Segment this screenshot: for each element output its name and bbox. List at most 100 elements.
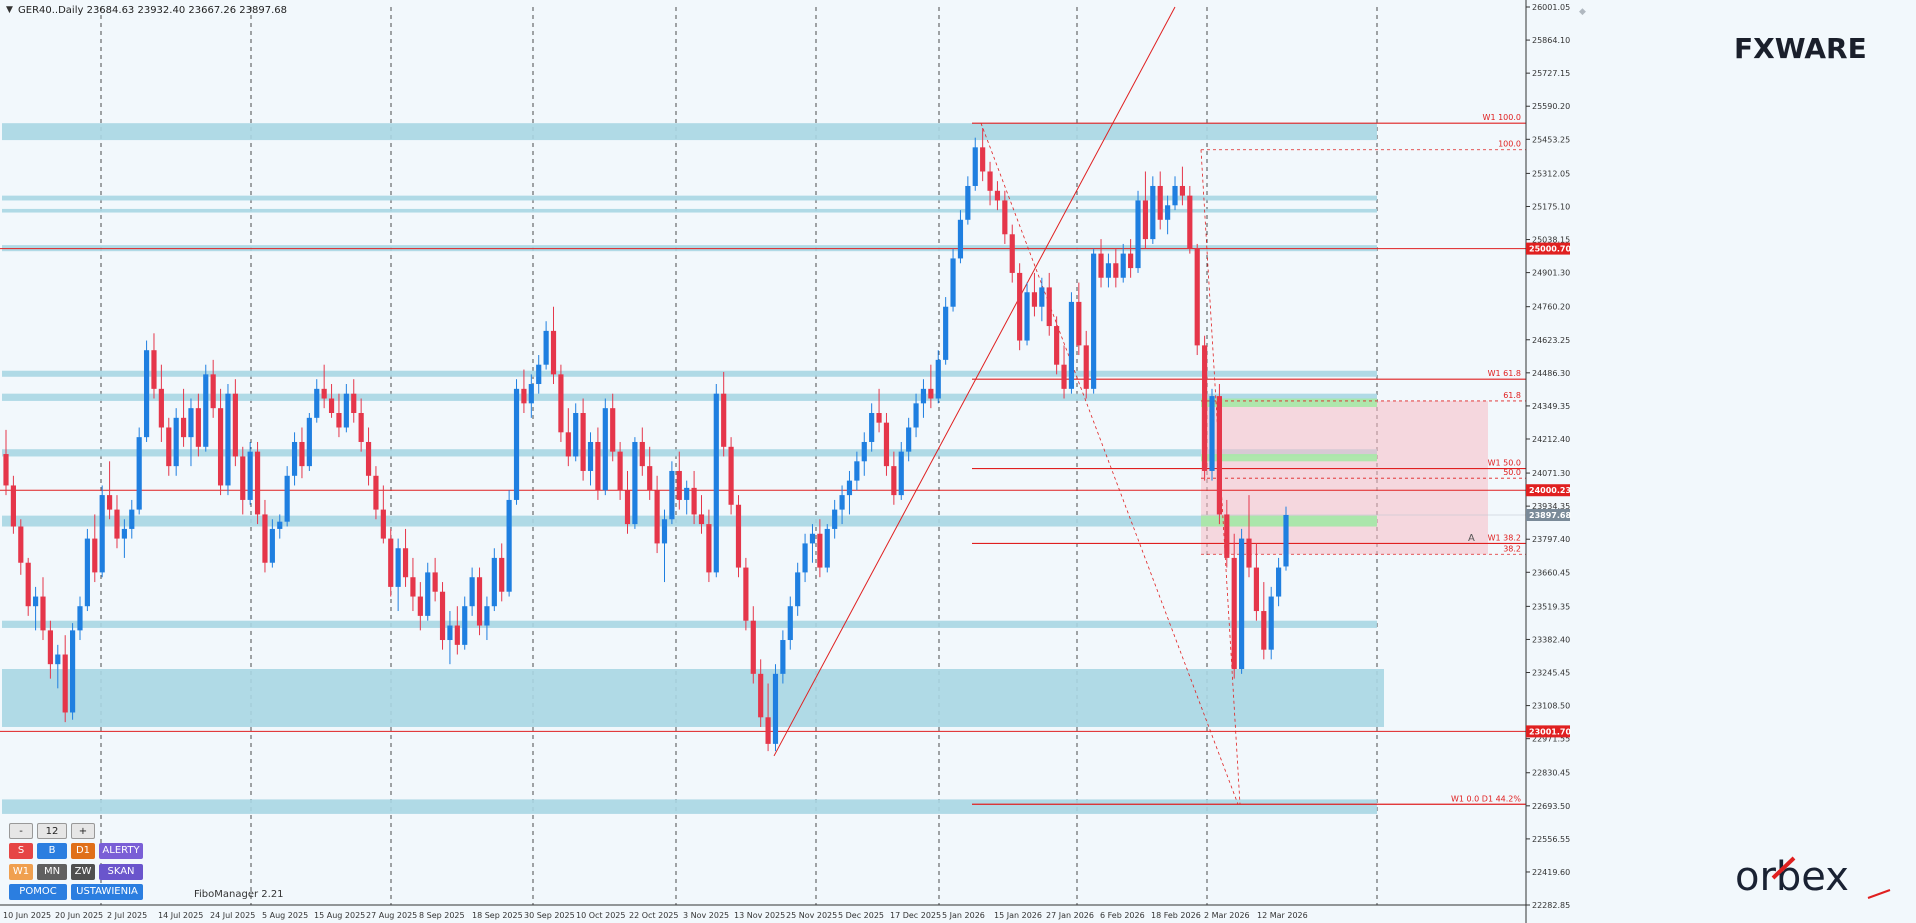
x-tick-label: 5 Aug 2025: [262, 911, 308, 920]
x-tick-label: 15 Jan 2026: [994, 911, 1042, 920]
candle-body: [513, 388, 520, 500]
x-tick-label: 12 Mar 2026: [1257, 911, 1308, 920]
candle-body: [1135, 200, 1141, 269]
sell-button[interactable]: S: [9, 843, 33, 859]
y-tick-label: 24071.30: [1532, 469, 1570, 478]
corner-decoration: [1867, 889, 1891, 899]
candle-body: [639, 441, 645, 467]
candle-body: [721, 393, 727, 447]
candle-body: [210, 374, 216, 409]
y-tick-label: 23519.35: [1532, 602, 1570, 611]
candle-body: [77, 606, 83, 631]
price-tag: [1526, 242, 1570, 255]
y-tick-label: 22556.55: [1532, 835, 1570, 844]
candle-body: [476, 577, 483, 626]
candle-body: [173, 417, 179, 467]
symbol-menu-icon[interactable]: ▼: [6, 5, 13, 15]
candle-body: [136, 437, 142, 510]
y-tick-label: 22282.85: [1532, 901, 1570, 910]
sr-zone: [2, 208, 1377, 213]
mn-button[interactable]: MN: [37, 864, 67, 880]
candle-body: [1150, 185, 1156, 240]
candle-body: [143, 350, 150, 438]
fib-retracement-box: [1201, 400, 1488, 555]
candle-body: [869, 412, 875, 442]
fib-level-label: 50.0: [1503, 468, 1521, 477]
candle-body: [1076, 301, 1082, 346]
candle-body: [1113, 263, 1119, 278]
alerts-button[interactable]: ALERTY: [99, 843, 143, 859]
candle-body: [343, 393, 349, 428]
candle-body: [935, 359, 941, 399]
candle-body: [647, 466, 653, 491]
x-tick-label: 10 Oct 2025: [576, 911, 625, 920]
decrease-button[interactable]: -: [9, 823, 33, 839]
candle-body: [18, 526, 24, 563]
candle-body: [610, 408, 616, 452]
candle-body: [846, 480, 853, 496]
candle-body: [70, 630, 76, 713]
candle-body: [891, 466, 897, 496]
candle-body: [772, 673, 779, 744]
candle-body: [706, 524, 712, 573]
x-tick-label: 8 Sep 2025: [419, 911, 465, 920]
candle-body: [906, 427, 912, 452]
candle-body: [336, 412, 342, 428]
x-tick-label: 22 Oct 2025: [629, 911, 678, 920]
candle-body: [1046, 287, 1052, 327]
candle-body: [1157, 185, 1163, 220]
fib-level-label: W1 100.0: [1483, 113, 1521, 122]
candle-body: [439, 591, 446, 641]
candle-body: [1253, 567, 1259, 612]
candle-body: [565, 432, 571, 457]
candle-body: [898, 451, 904, 496]
y-tick-label: 24212.40: [1532, 435, 1570, 444]
fib-level-label: W1 38.2: [1488, 533, 1521, 542]
sr-zone: [2, 669, 1384, 727]
candle-body: [506, 499, 512, 592]
candle-body: [1202, 345, 1208, 471]
fib-level-label: W1 0.0 D1 44.2%: [1451, 794, 1521, 803]
increase-button[interactable]: +: [71, 823, 95, 839]
candle-body: [1224, 514, 1230, 558]
candle-body: [1283, 514, 1289, 567]
candle-body: [617, 451, 623, 491]
candle-body: [883, 422, 890, 467]
candle-body: [1276, 567, 1282, 597]
w1-button[interactable]: W1: [9, 864, 33, 880]
settings-button[interactable]: USTAWIENIA: [71, 884, 143, 900]
candle-body: [817, 533, 823, 568]
buy-button[interactable]: B: [37, 843, 67, 859]
x-tick-label: 5 Jan 2026: [942, 911, 985, 920]
scan-button[interactable]: SKAN: [99, 864, 143, 880]
candle-body: [232, 393, 238, 457]
zw-button[interactable]: ZW: [71, 864, 95, 880]
candle-body: [462, 606, 468, 645]
help-button[interactable]: POMOC: [9, 884, 67, 900]
candle-body: [1172, 185, 1178, 206]
candle-body: [121, 528, 127, 539]
scroll-marker-icon[interactable]: ◆: [1579, 7, 1586, 17]
y-tick-label: 25175.10: [1532, 202, 1570, 211]
orbex-logo-slash: [1771, 856, 1796, 880]
x-tick-label: 20 Jun 2025: [55, 911, 103, 920]
candle-body: [787, 606, 793, 641]
fib-diagonal: [980, 123, 1239, 805]
candle-body: [373, 475, 379, 510]
d1-button[interactable]: D1: [71, 843, 95, 859]
candle-body: [550, 330, 557, 375]
candle-body: [203, 374, 209, 447]
candle-body: [1246, 538, 1252, 568]
candle-body: [824, 528, 830, 568]
candle-body: [765, 717, 771, 744]
candle-body: [802, 543, 808, 573]
fib-level-label: 61.8: [1503, 391, 1521, 400]
count-field[interactable]: 12: [37, 823, 67, 839]
sr-zone: [2, 370, 1377, 377]
candle-body: [994, 190, 1001, 201]
sr-zone: [2, 393, 1377, 401]
candle-body: [365, 441, 372, 476]
candle-body: [277, 521, 283, 529]
